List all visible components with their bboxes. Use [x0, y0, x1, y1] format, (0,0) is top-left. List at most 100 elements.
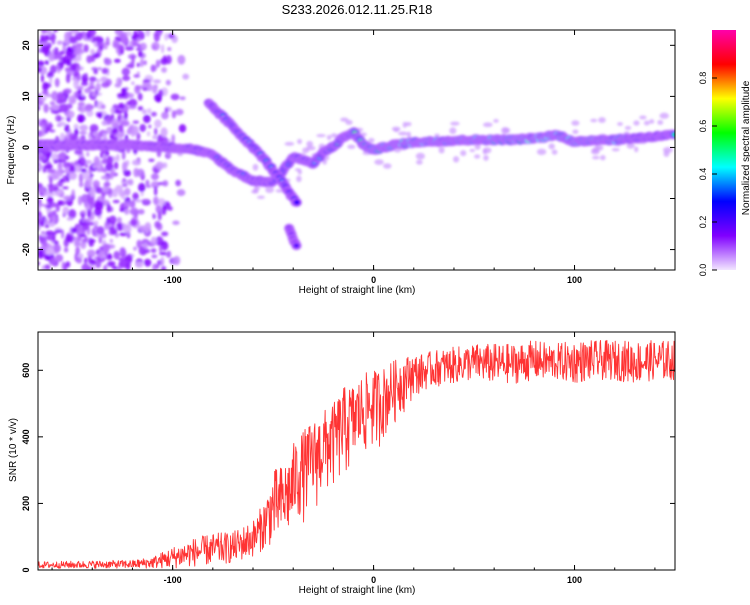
noise-blob [146, 83, 153, 92]
noise-blob [129, 200, 136, 208]
noise-blob [114, 109, 124, 114]
noise-blob [662, 147, 673, 153]
noise-blob [86, 151, 90, 157]
y-tick-label: 200 [21, 496, 31, 511]
noise-blob [111, 128, 119, 134]
noise-blob [44, 218, 49, 227]
noise-blob [38, 118, 42, 124]
colorbar-tick-label: 0.8 [698, 72, 708, 85]
noise-blob [62, 43, 67, 53]
noise-blob [86, 109, 94, 117]
noise-blob [69, 63, 77, 72]
noise-blob [150, 111, 157, 117]
noise-blob [43, 46, 51, 57]
noise-blob [121, 183, 128, 187]
noise-blob [113, 161, 119, 170]
noise-blob [106, 155, 114, 166]
snr-frame [37, 331, 676, 571]
noise-blob [91, 90, 97, 97]
noise-blob [633, 120, 640, 126]
noise-blob [106, 203, 111, 213]
noise-blob [70, 235, 74, 241]
noise-blob [125, 64, 135, 68]
noise-blob [438, 146, 445, 154]
noise-blob [38, 198, 42, 204]
noise-blob [127, 105, 137, 110]
noise-blob [153, 32, 160, 42]
noise-blob [40, 233, 48, 237]
noise-blob [171, 134, 175, 144]
noise-blob [80, 135, 86, 141]
noise-blob [167, 206, 173, 211]
noise-blob [126, 254, 133, 263]
noise-blob [74, 128, 79, 137]
noise-blob [63, 88, 72, 95]
noise-blob [59, 151, 66, 161]
noise-blob [611, 147, 620, 152]
noise-blob [78, 182, 84, 188]
noise-blob [38, 96, 47, 102]
noise-blob [86, 249, 96, 258]
noise-blob [80, 130, 88, 136]
noise-blob [81, 92, 85, 97]
noise-blob [54, 229, 63, 234]
noise-blob [133, 74, 141, 78]
noise-blob [95, 112, 103, 118]
noise-blob [182, 73, 190, 80]
noise-blob [114, 58, 121, 63]
noise-blob [73, 79, 79, 89]
noise-blob [90, 48, 96, 55]
noise-blob [89, 77, 98, 82]
noise-blob [52, 233, 56, 243]
noise-blob [326, 134, 332, 141]
noise-blob [92, 131, 99, 137]
noise-blob [71, 189, 75, 197]
noise-blob [175, 179, 182, 187]
noise-blob [157, 211, 162, 221]
noise-blob [160, 241, 169, 251]
snr-ylabel: SNR (10 * v/v) [8, 418, 19, 482]
noise-blob [68, 95, 77, 105]
y-tick-label: -20 [21, 243, 31, 256]
noise-blob [38, 234, 42, 241]
noise-blob [120, 120, 130, 127]
noise-blob [406, 131, 412, 139]
noise-blob [501, 127, 509, 135]
noise-blob [119, 232, 128, 237]
noise-blob [75, 31, 83, 41]
noise-blob [41, 264, 46, 270]
snr-axes: -100 0 100 0 200 400 600 [21, 332, 675, 585]
noise-blob [56, 40, 63, 45]
noise-blob [38, 164, 44, 170]
noise-blob [89, 186, 97, 197]
noise-blob [90, 173, 94, 177]
noise-blob [659, 112, 669, 119]
noise-blob [170, 93, 180, 101]
noise-blob [64, 31, 71, 42]
noise-blob [109, 228, 118, 236]
noise-blob [84, 103, 93, 112]
spectrogram-frame [37, 29, 676, 271]
noise-blob [254, 185, 261, 191]
noise-blob [153, 84, 158, 89]
noise-blob [80, 81, 89, 87]
noise-blob [81, 213, 85, 219]
noise-blob [46, 150, 52, 158]
noise-blob [469, 148, 476, 153]
noise-blob [97, 67, 102, 71]
noise-blob [383, 163, 392, 169]
noise-blob [155, 204, 162, 214]
noise-blob [46, 235, 54, 241]
noise-blob [103, 181, 111, 187]
noise-blob [146, 108, 152, 114]
noise-blob [50, 192, 56, 197]
noise-blob [137, 30, 142, 33]
noise-blob [92, 164, 102, 169]
noise-blob [110, 118, 120, 128]
noise-blob [49, 77, 53, 84]
noise-blob [634, 146, 639, 153]
noise-blob [154, 185, 158, 196]
noise-blob [482, 147, 492, 154]
noise-blob [453, 156, 460, 163]
